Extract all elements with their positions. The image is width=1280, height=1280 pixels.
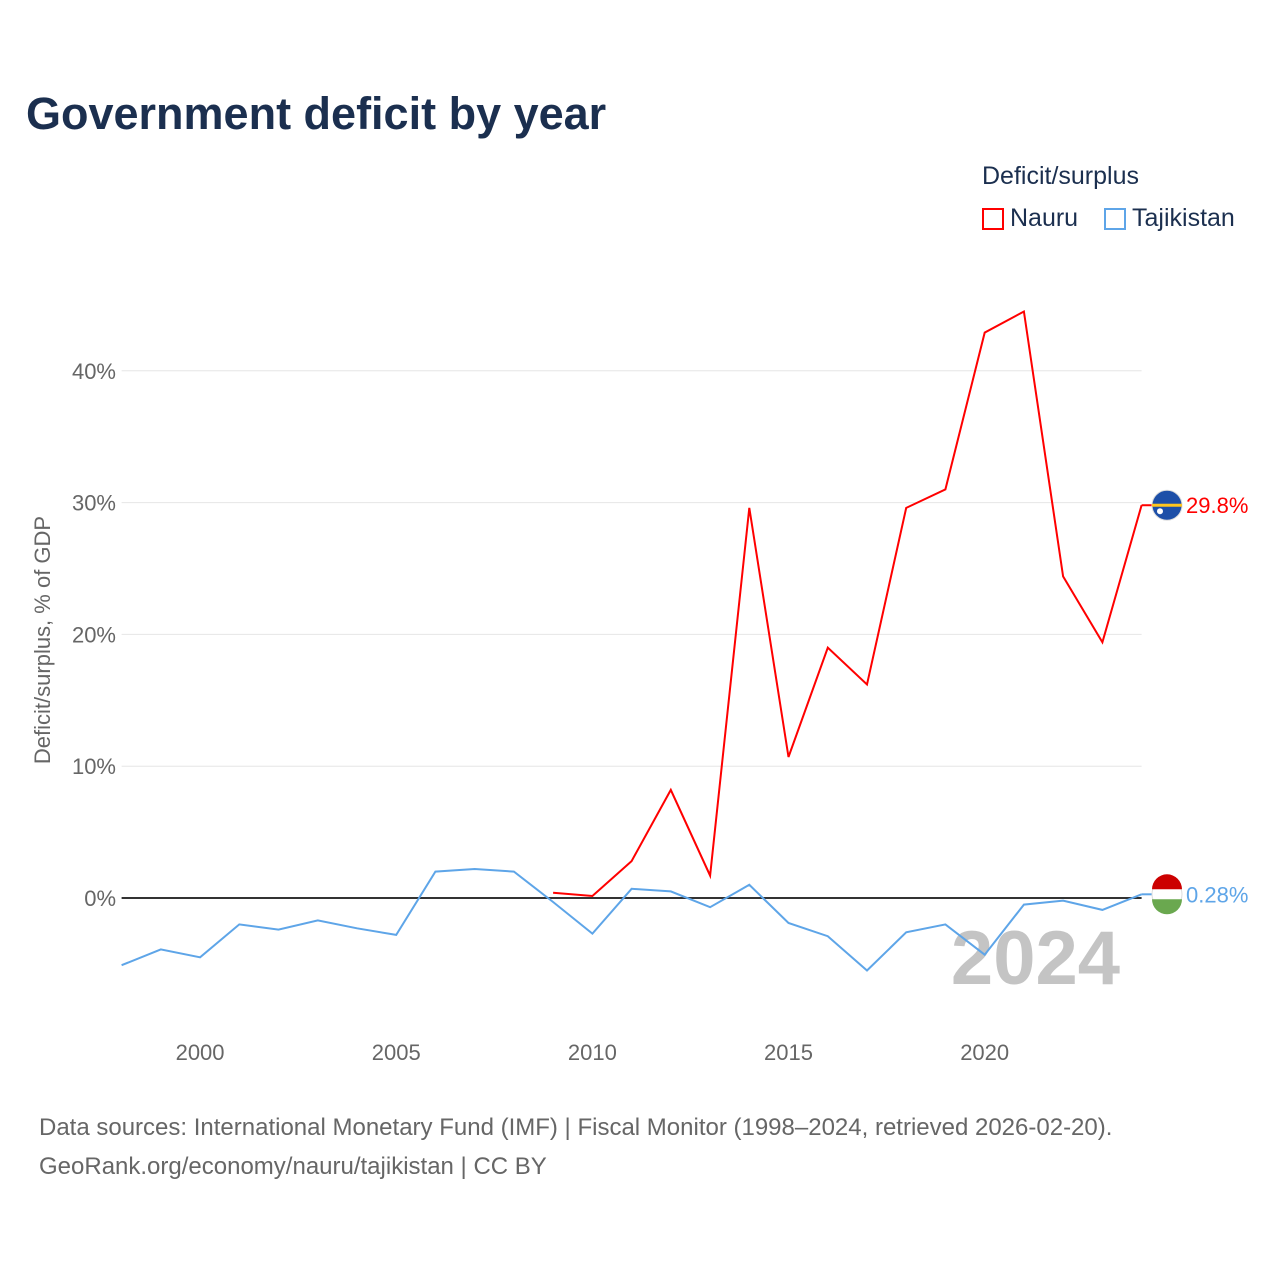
legend-label-nauru: Nauru [1010, 204, 1079, 232]
y-tick-label: 30% [72, 491, 116, 516]
legend-item-nauru[interactable]: Nauru [982, 204, 1078, 233]
legend-swatch-nauru [982, 207, 1004, 230]
y-axis-label: Deficit/surplus, % of GDP [30, 516, 55, 764]
flag-star [1157, 508, 1163, 515]
y-tick-label: 10% [72, 754, 116, 779]
y-tick-label: 20% [72, 622, 116, 647]
y-tick-label: 40% [72, 359, 116, 384]
chart-title: Government deficit by year [26, 88, 607, 139]
series-line-tajikistan [121, 867, 1142, 972]
y-tick-label: 0% [84, 886, 116, 911]
x-tick-label: 2015 [764, 1040, 813, 1065]
flag-stripe [1152, 503, 1182, 507]
x-tick-label: 2000 [176, 1040, 225, 1065]
x-tick-label: 2020 [960, 1040, 1009, 1065]
legend-title: Deficit/surplus [982, 162, 1139, 190]
legend-item-tajikistan[interactable]: Tajikistan [1104, 204, 1235, 233]
footer: Data sources: International Monetary Fun… [39, 1108, 1112, 1186]
flag-stripe [1152, 899, 1182, 915]
series-line-nauru [553, 309, 1143, 898]
source-link[interactable]: GeoRank.org/economy/nauru/tajikistan | C… [39, 1153, 547, 1180]
x-tick-label: 2005 [372, 1040, 421, 1065]
end-value-label: 29.8% [1186, 493, 1248, 518]
end-value-label: 0.28% [1186, 882, 1248, 907]
x-tick-label: 2010 [568, 1040, 617, 1065]
data-sources: Data sources: International Monetary Fun… [39, 1114, 1113, 1141]
flag-stripe [1152, 874, 1182, 890]
legend-swatch-tajikistan [1104, 207, 1126, 230]
year-watermark: 2024 [951, 916, 1120, 1001]
legend-label-tajikistan: Tajikistan [1132, 204, 1235, 232]
